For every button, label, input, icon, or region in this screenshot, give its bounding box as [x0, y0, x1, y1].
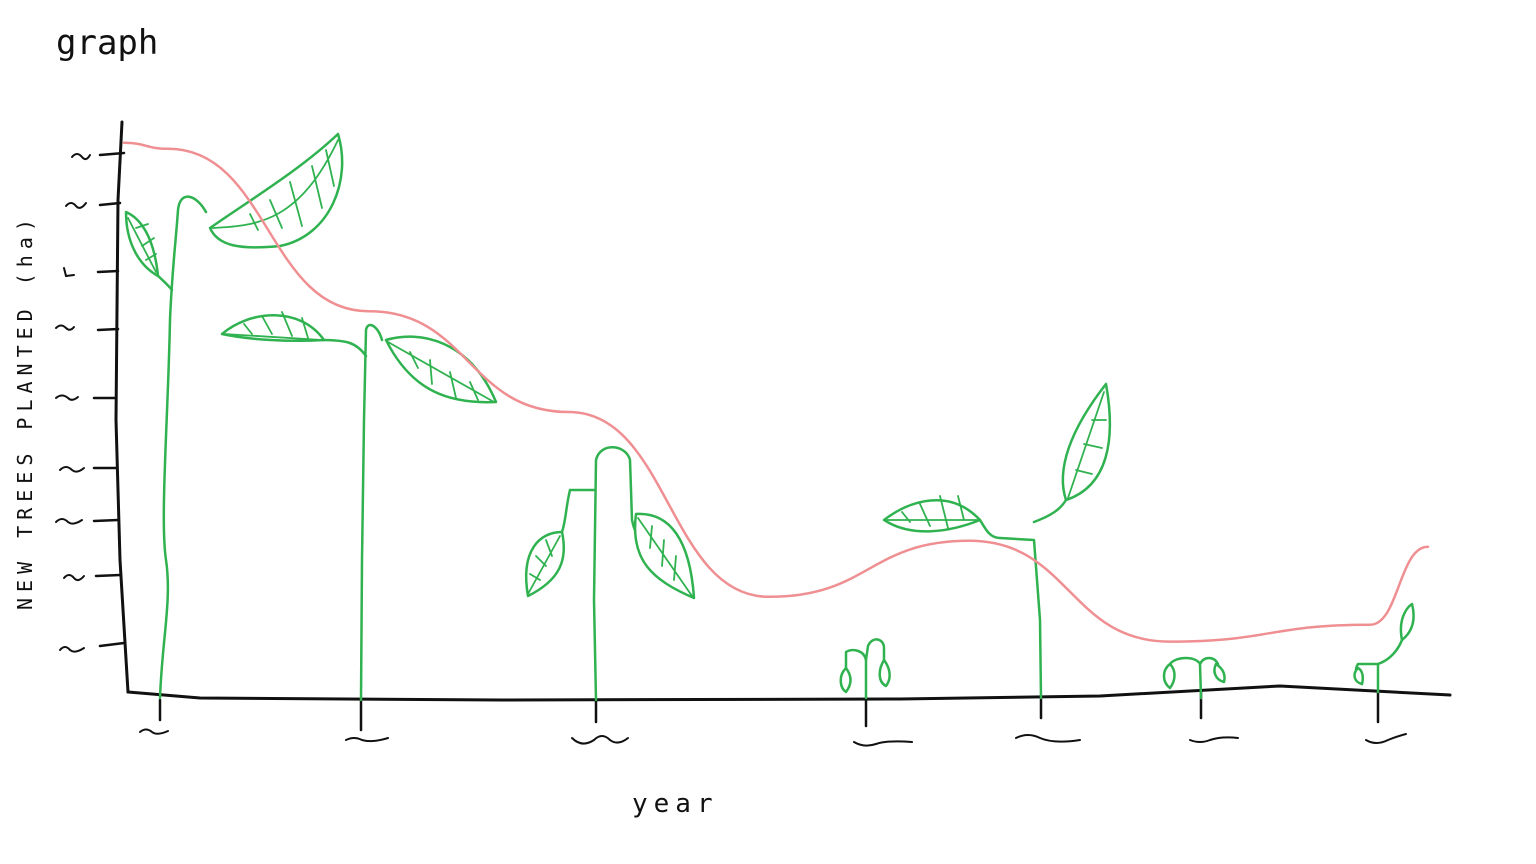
x-tick-label: [1365, 733, 1407, 744]
y-axis: [114, 120, 130, 694]
y-ticks: [55, 151, 126, 653]
x-axis: [126, 684, 1452, 702]
x-ticks: [139, 688, 1407, 747]
x-tick-label: [345, 737, 389, 743]
seedling: [124, 132, 344, 700]
series-line: [122, 141, 1430, 643]
seedling: [220, 311, 498, 702]
y-tick: [98, 201, 122, 207]
x-tick-label: [139, 728, 169, 735]
x-tick-label: [1015, 734, 1081, 743]
seedling: [1162, 656, 1226, 700]
x-tick-label: [1189, 736, 1239, 743]
y-tick-label: [55, 518, 83, 525]
y-tick: [98, 151, 126, 157]
y-tick: [96, 269, 120, 274]
y-tick: [94, 573, 122, 578]
y-tick: [98, 641, 126, 648]
y-tick-label: [63, 574, 85, 582]
x-tick-label: [571, 735, 629, 745]
seedling: [839, 638, 891, 700]
y-tick-label: [59, 646, 85, 653]
y-tick: [92, 518, 120, 523]
seedling: [882, 382, 1112, 700]
seedling: [1353, 602, 1415, 694]
y-tick-label: [55, 394, 79, 401]
y-tick-label: [65, 202, 87, 209]
seedling-drawings: [124, 132, 1415, 702]
chart-title: graph: [56, 23, 158, 63]
seedling: [525, 446, 696, 702]
y-tick-label: [63, 267, 75, 278]
y-axis-label: NEW TREES PLANTED (ha): [13, 213, 37, 610]
y-tick-label: [59, 466, 85, 473]
y-tick-label: [71, 153, 91, 161]
y-tick: [96, 327, 120, 332]
x-tick-label: [853, 740, 913, 747]
x-axis-label: year: [632, 789, 719, 819]
series-points: [168, 149, 1370, 642]
y-tick-label: [55, 324, 75, 331]
